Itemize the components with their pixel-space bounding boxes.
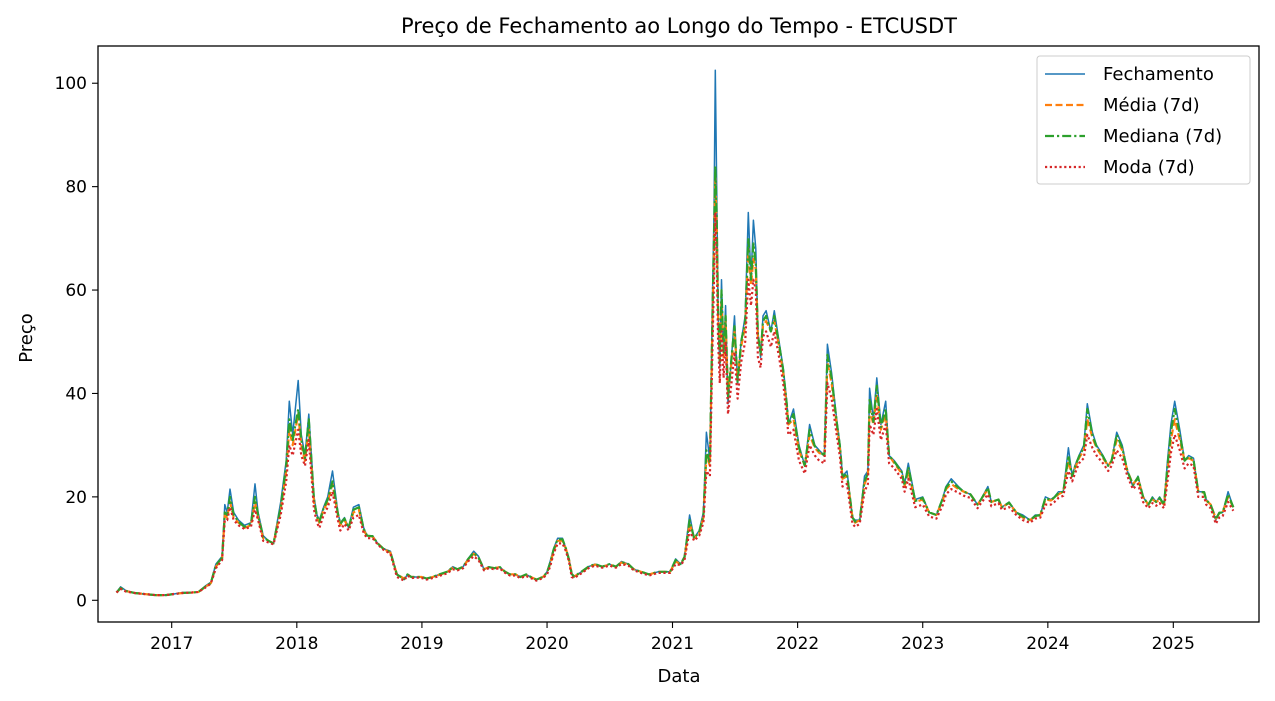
legend-box — [1036, 55, 1251, 185]
series-layer — [115, 69, 1235, 597]
legend: Fechamento Média (7d) Mediana (7d) Moda (7d… — [1036, 55, 1251, 185]
x-tick-label: 2020 — [525, 634, 568, 654]
y-axis: 0 20 40 60 80 100 — [55, 74, 98, 611]
y-tick-label: 100 — [55, 74, 87, 94]
chart-title: Preço de Fechamento ao Longo do Tempo - … — [401, 14, 957, 38]
y-tick-label: 60 — [65, 281, 87, 301]
y-tick-label: 40 — [65, 384, 87, 404]
y-tick-label: 20 — [65, 488, 87, 508]
y-tick-label: 80 — [65, 178, 87, 198]
x-tick-label: 2018 — [275, 634, 318, 654]
y-axis-label: Preço — [16, 313, 37, 363]
x-tick-label: 2023 — [901, 634, 944, 654]
x-tick-label: 2021 — [651, 634, 694, 654]
plot-frame — [97, 45, 1260, 623]
x-tick-label: 2024 — [1026, 634, 1069, 654]
x-tick-label: 2019 — [400, 634, 443, 654]
x-tick-label: 2022 — [776, 634, 819, 654]
series-line-moda-7d — [115, 211, 1235, 597]
x-axis-label: Data — [658, 666, 701, 687]
x-axis: 2017 2018 2019 2020 2021 2022 2023 2024 2025 — [150, 622, 1195, 654]
x-tick-label: 2017 — [150, 634, 193, 654]
legend-label: Mediana (7d) — [1103, 126, 1222, 147]
plot-area — [115, 69, 1235, 597]
x-tick-label: 2025 — [1152, 634, 1195, 654]
legend-label: Fechamento — [1103, 64, 1214, 85]
legend-label: Moda (7d) — [1103, 157, 1195, 178]
y-tick-label: 0 — [76, 591, 87, 611]
legend-label: Média (7d) — [1103, 95, 1200, 116]
